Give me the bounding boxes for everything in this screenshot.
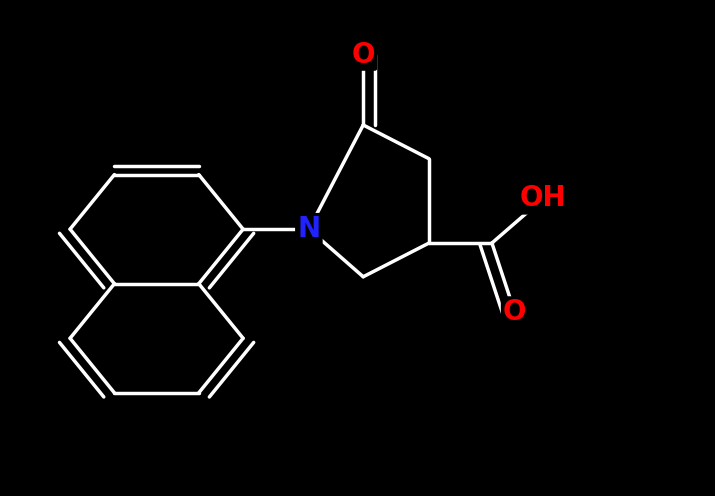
- Text: O: O: [352, 41, 375, 68]
- Text: O: O: [503, 299, 526, 326]
- Text: N: N: [297, 215, 320, 243]
- Text: OH: OH: [520, 185, 567, 212]
